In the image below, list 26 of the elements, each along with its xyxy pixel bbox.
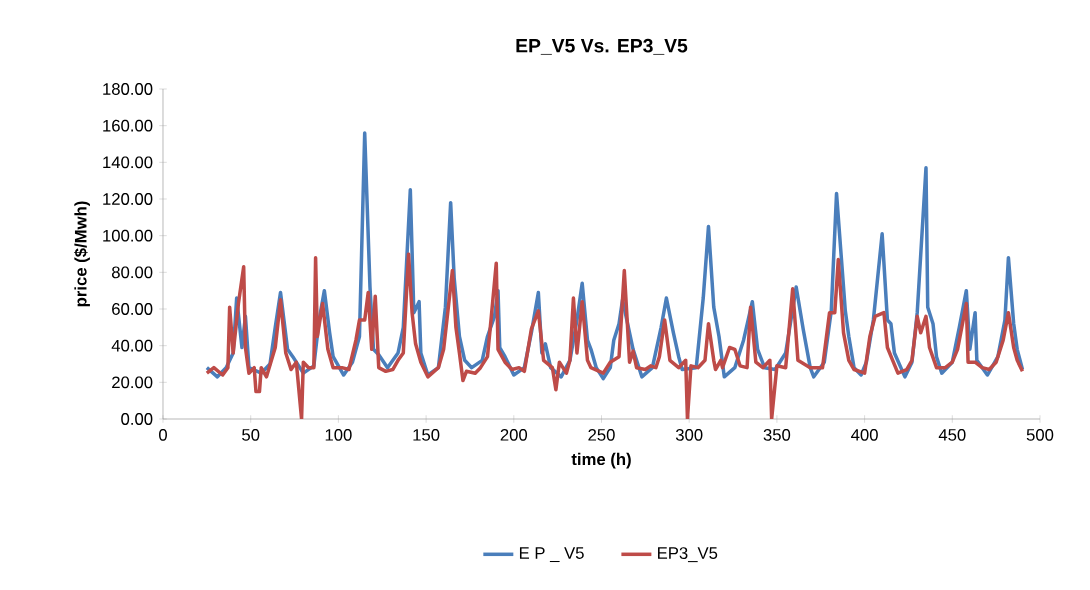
- y-tick-label: 180.00: [103, 83, 153, 95]
- y-tick-label: 20.00: [112, 376, 153, 389]
- y-tick-label: 80.00: [111, 266, 153, 279]
- y-tick-label: 160.00: [103, 119, 153, 132]
- legend-label: EP3_V5: [658, 547, 718, 563]
- x-tick-label: 400: [851, 428, 878, 441]
- x-tick-label: 250: [588, 428, 615, 441]
- y-tick-label: 140.00: [103, 156, 153, 169]
- y-tick-label: 100.00: [103, 229, 153, 242]
- chart-title: EP_V5 Vs. EP3_V5: [516, 38, 688, 55]
- x-tick-label: 300: [675, 428, 703, 441]
- y-tick-label: 120.00: [103, 193, 153, 205]
- x-tick-label: 200: [500, 428, 528, 441]
- legend-label: E P _ V5: [519, 547, 584, 563]
- y-tick-label: 0.00: [121, 413, 153, 425]
- x-tick-label: 0: [159, 428, 167, 441]
- x-axis-title: time (h): [571, 452, 631, 469]
- y-tick-label: 60.00: [112, 303, 153, 315]
- x-tick-label: 150: [413, 428, 440, 441]
- y-tick-label: 40.00: [111, 339, 153, 352]
- x-tick-label: 100: [325, 428, 352, 441]
- y-axis-title: price ($/Mwh): [74, 201, 90, 307]
- x-tick-label: 50: [242, 428, 260, 441]
- x-tick-label: 450: [938, 428, 966, 441]
- x-tick-label: 350: [763, 428, 791, 441]
- x-tick-label: 500: [1026, 428, 1054, 441]
